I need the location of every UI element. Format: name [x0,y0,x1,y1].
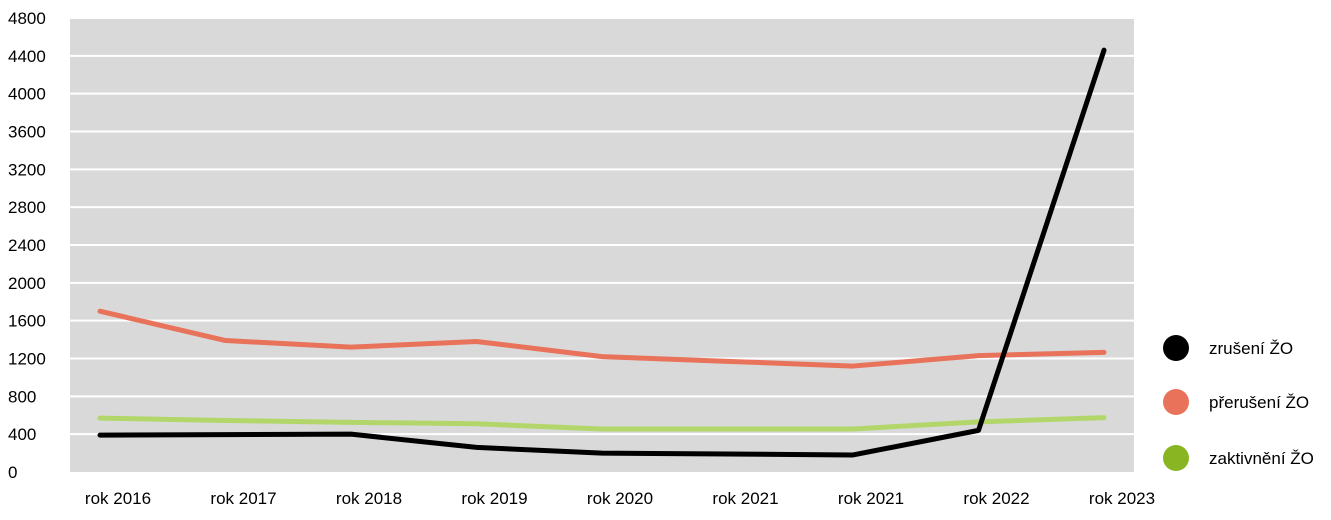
x-tick-label: rok 2022 [963,489,1029,508]
y-tick-label: 800 [8,387,36,406]
legend-marker [1163,445,1189,471]
y-tick-label: 4000 [8,85,46,104]
y-tick-label: 4400 [8,47,46,66]
legend-label: zrušení ŽO [1209,339,1293,358]
y-tick-label: 2400 [8,236,46,255]
x-tick-label: rok 2018 [336,489,402,508]
x-tick-label: rok 2020 [587,489,653,508]
legend-item-2: zaktivnění ŽO [1163,445,1314,471]
x-tick-label: rok 2021 [838,489,904,508]
y-tick-label: 3200 [8,160,46,179]
x-tick-label: rok 2023 [1089,489,1155,508]
y-tick-label: 2800 [8,198,46,217]
x-tick-label: rok 2019 [461,489,527,508]
y-tick-label: 3600 [8,123,46,142]
y-tick-label: 1600 [8,312,46,331]
x-tick-label: rok 2021 [712,489,778,508]
y-tick-label: 400 [8,425,36,444]
y-tick-label: 4800 [8,9,46,28]
legend-marker [1163,389,1189,415]
legend-label: zaktivnění ŽO [1209,449,1314,468]
y-axis-ticks: 0 400 800 1200 1600 2000 2400 2800 3200 3600 4000 4… [8,9,46,482]
legend-item-0: zrušení ŽO [1163,335,1293,361]
x-axis-ticks: rok 2016 rok 2017 rok 2018 rok 2019 rok 2020… [85,489,1155,508]
legend: zrušení ŽO přerušení ŽO zaktivnění ŽO [1163,335,1314,471]
legend-marker [1163,335,1189,361]
legend-item-1: přerušení ŽO [1163,389,1309,415]
y-tick-label: 2000 [8,274,46,293]
y-tick-label: 1200 [8,350,46,369]
x-tick-label: rok 2017 [210,489,276,508]
y-tick-label: 0 [8,463,17,482]
legend-label: přerušení ŽO [1209,393,1309,412]
x-tick-label: rok 2016 [85,489,151,508]
